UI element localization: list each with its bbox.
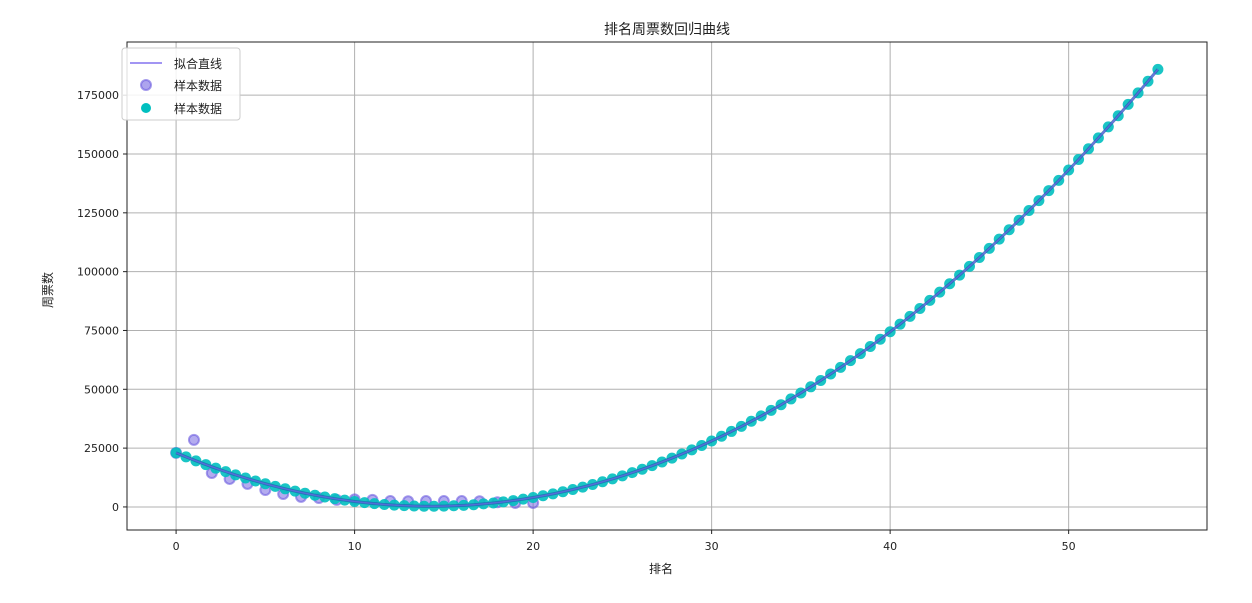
- y-tick-label: 25000: [84, 442, 119, 455]
- x-tick-label: 50: [1062, 540, 1076, 553]
- y-tick-label: 125000: [77, 207, 119, 220]
- x-tick-label: 30: [705, 540, 719, 553]
- fit-line: [175, 68, 1159, 507]
- y-tick-label: 175000: [77, 89, 119, 102]
- y-axis-label: 周票数: [40, 272, 55, 308]
- legend-cyan-marker: [141, 103, 151, 113]
- legend: 拟合直线 样本数据 样本数据: [121, 47, 241, 121]
- x-axis-label: 排名: [649, 561, 673, 576]
- x-tick-label: 20: [526, 540, 540, 553]
- chart-title: 排名周票数回归曲线: [604, 21, 730, 38]
- plot-frame: [126, 41, 1208, 531]
- legend-label-fit: 拟合直线: [174, 56, 222, 71]
- legend-sample-marker: [140, 79, 152, 91]
- fit-line-shadow: [175, 68, 1160, 508]
- legend-label-sample: 样本数据: [174, 78, 222, 93]
- x-tick-label: 10: [348, 540, 362, 553]
- sample-point: [187, 433, 200, 446]
- y-tick-label: 75000: [84, 324, 119, 337]
- legend-label-cyan: 样本数据: [174, 101, 222, 116]
- x-tick-label: 0: [173, 540, 180, 553]
- y-tick-label: 50000: [84, 383, 119, 396]
- y-tick-label: 150000: [77, 148, 119, 161]
- y-tick-label: 100000: [77, 266, 119, 279]
- x-tick-label: 40: [883, 540, 897, 553]
- y-tick-label: 0: [112, 501, 119, 514]
